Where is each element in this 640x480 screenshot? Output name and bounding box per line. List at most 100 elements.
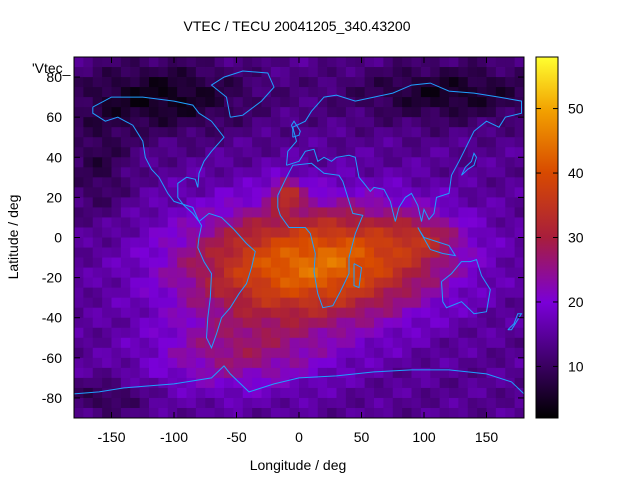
heat-cell bbox=[252, 357, 262, 369]
heat-cell bbox=[392, 227, 403, 238]
heat-cell bbox=[130, 337, 141, 349]
heat-cell bbox=[195, 337, 206, 349]
heat-cell bbox=[139, 197, 150, 208]
heat-cell bbox=[317, 327, 328, 339]
heat-cell bbox=[477, 347, 487, 359]
heat-cell bbox=[449, 57, 459, 68]
x-tick-label: -50 bbox=[226, 429, 246, 445]
heat-cell bbox=[158, 297, 169, 309]
heat-cell bbox=[411, 317, 422, 329]
heat-cell bbox=[411, 267, 422, 279]
heat-cell bbox=[270, 137, 281, 148]
heat-cell bbox=[74, 347, 84, 359]
heat-cell bbox=[280, 397, 291, 409]
heat-cell bbox=[430, 267, 441, 279]
heat-cell bbox=[336, 87, 347, 98]
x-tick-label: 50 bbox=[354, 429, 370, 445]
heat-cell bbox=[317, 117, 328, 128]
heat-cell bbox=[420, 277, 431, 289]
heat-cell bbox=[477, 337, 487, 349]
heat-cell bbox=[299, 187, 309, 198]
heat-cell bbox=[336, 57, 347, 68]
heat-cell bbox=[383, 347, 394, 359]
heat-cell bbox=[345, 277, 356, 289]
heat-cell bbox=[289, 257, 300, 268]
heat-cell bbox=[449, 77, 459, 88]
heat-cell bbox=[158, 207, 169, 218]
heat-cell bbox=[495, 237, 506, 248]
heat-cell bbox=[130, 277, 141, 289]
heat-cell bbox=[111, 107, 122, 118]
heat-cell bbox=[317, 137, 328, 148]
heat-cell bbox=[467, 397, 478, 409]
heat-cell bbox=[83, 347, 94, 359]
heat-cell bbox=[327, 57, 337, 68]
heat-cell bbox=[327, 397, 337, 409]
heat-cell bbox=[120, 367, 131, 379]
heat-cell bbox=[402, 87, 412, 98]
heat-cell bbox=[233, 217, 244, 228]
heat-cell bbox=[120, 107, 131, 118]
coastline bbox=[197, 212, 256, 350]
heat-cell bbox=[327, 97, 337, 108]
heat-cell bbox=[467, 137, 478, 148]
heat-cell bbox=[449, 337, 459, 349]
heat-cell bbox=[280, 327, 291, 339]
heat-cell bbox=[83, 357, 94, 369]
heat-cell bbox=[308, 137, 319, 148]
heat-cell bbox=[289, 397, 300, 409]
heat-cell bbox=[402, 327, 412, 339]
heat-cell bbox=[317, 67, 328, 78]
heat-cell bbox=[495, 147, 506, 158]
heat-cell bbox=[102, 197, 112, 208]
heat-cell bbox=[420, 177, 431, 188]
heat-cell bbox=[336, 67, 347, 78]
heat-cell bbox=[458, 387, 469, 399]
heat-cell bbox=[289, 357, 300, 369]
heat-cell bbox=[252, 347, 262, 359]
heat-cell bbox=[74, 177, 84, 188]
heat-cell bbox=[514, 197, 525, 208]
heat-cell bbox=[224, 67, 234, 78]
heat-cell bbox=[355, 197, 366, 208]
heat-cell bbox=[411, 177, 422, 188]
heat-cell bbox=[439, 237, 450, 248]
heat-cell bbox=[392, 367, 403, 379]
heat-cell bbox=[392, 57, 403, 68]
heat-cell bbox=[486, 137, 497, 148]
heat-cell bbox=[74, 127, 84, 138]
heat-cell bbox=[139, 257, 150, 268]
heat-cell bbox=[467, 97, 478, 108]
heat-cell bbox=[186, 267, 197, 279]
heat-cell bbox=[514, 287, 525, 299]
heat-cell bbox=[505, 347, 516, 359]
heat-cell bbox=[83, 197, 94, 208]
heat-cell bbox=[92, 407, 103, 419]
heat-cell bbox=[167, 167, 178, 178]
heat-cell bbox=[449, 87, 459, 98]
heat-cell bbox=[149, 227, 159, 238]
heat-cell bbox=[505, 217, 516, 228]
heat-cell bbox=[261, 267, 272, 279]
heat-cell bbox=[495, 207, 506, 218]
heat-cell bbox=[167, 137, 178, 148]
heat-cell bbox=[430, 127, 441, 138]
heat-cell bbox=[317, 107, 328, 118]
heat-cell bbox=[120, 377, 131, 389]
heat-cell bbox=[458, 347, 469, 359]
heat-cell bbox=[205, 67, 216, 78]
heat-cell bbox=[186, 367, 197, 379]
heat-cell bbox=[327, 317, 337, 329]
heat-cell bbox=[195, 327, 206, 339]
heat-cell bbox=[420, 317, 431, 329]
heat-cell bbox=[439, 97, 450, 108]
heat-cell bbox=[233, 377, 244, 389]
heat-cell bbox=[261, 57, 272, 68]
heat-cell bbox=[411, 87, 422, 98]
heat-cell bbox=[280, 337, 291, 349]
heat-cell bbox=[308, 77, 319, 88]
heat-cell bbox=[505, 187, 516, 198]
heat-cell bbox=[514, 377, 525, 389]
heat-cell bbox=[308, 257, 319, 268]
